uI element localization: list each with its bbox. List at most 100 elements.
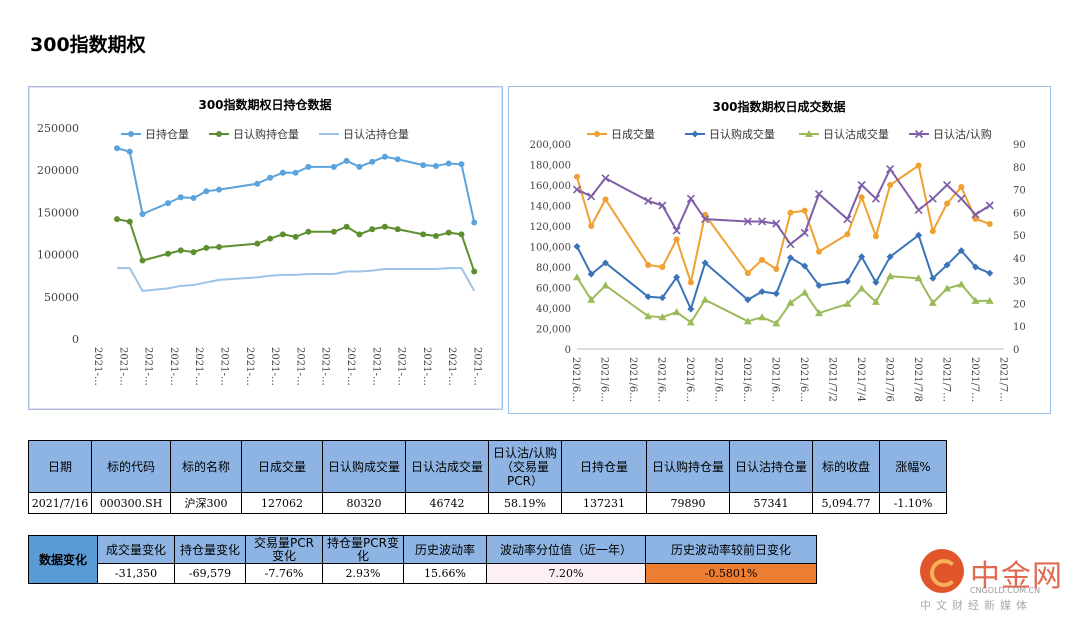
value-cell: 57341 bbox=[729, 492, 813, 514]
data-point bbox=[602, 196, 609, 203]
legend-label: 日认购持仓量 bbox=[233, 127, 299, 141]
data-point bbox=[985, 296, 994, 304]
header-cell: 历史波动率 bbox=[403, 535, 487, 564]
data-point bbox=[471, 268, 478, 275]
data-point bbox=[343, 157, 350, 164]
value-cell: 沪深300 bbox=[170, 492, 242, 514]
x-tick-label: 2021/6… bbox=[627, 357, 638, 402]
value-cell: 137231 bbox=[561, 492, 647, 514]
data-point bbox=[381, 223, 388, 230]
data-point bbox=[292, 169, 299, 176]
data-point bbox=[800, 228, 809, 237]
series-line bbox=[117, 267, 476, 292]
y-tick-label: 140,000 bbox=[530, 202, 571, 213]
data-point bbox=[858, 253, 866, 261]
data-point bbox=[957, 247, 965, 255]
data-point bbox=[601, 174, 610, 183]
data-point bbox=[743, 317, 752, 325]
data-point bbox=[381, 153, 388, 160]
header-cell: 日认沽/认购 （交易量 PCR） bbox=[488, 440, 562, 493]
x-tick-label: 2021/7… bbox=[941, 357, 952, 402]
data-point bbox=[432, 233, 439, 240]
data-point bbox=[758, 288, 766, 296]
data-point bbox=[305, 228, 312, 235]
data-point bbox=[292, 233, 299, 240]
data-point bbox=[772, 290, 780, 298]
data-point bbox=[887, 182, 894, 188]
y-tick-label: 40,000 bbox=[536, 304, 571, 315]
x-tick-label: 2021/6… bbox=[656, 357, 667, 402]
y-tick-label: 0 bbox=[565, 345, 571, 356]
data-point bbox=[394, 156, 401, 163]
y-tick-label: 100,000 bbox=[530, 243, 571, 254]
data-point bbox=[929, 274, 937, 282]
data-point bbox=[758, 313, 767, 321]
series-line bbox=[576, 233, 991, 312]
data-point bbox=[872, 278, 880, 286]
data-point bbox=[644, 196, 653, 206]
header-cell: 日认购持仓量 bbox=[646, 440, 730, 493]
data-point bbox=[814, 190, 824, 199]
header-cell: 标的名称 bbox=[170, 440, 242, 493]
x-tick-label: 2021-… bbox=[92, 347, 103, 386]
data-point bbox=[673, 236, 680, 243]
header-cell: 日认沽成交量 bbox=[405, 440, 489, 493]
data-point bbox=[744, 296, 752, 304]
y2-tick-label: 40 bbox=[1013, 254, 1026, 265]
table-row: -31,350 -69,579 -7.76% 2.93% 15.66% 7.20… bbox=[29, 563, 817, 584]
data-point bbox=[177, 247, 184, 254]
data-point bbox=[305, 163, 312, 170]
page-title: 300指数期权 bbox=[30, 34, 146, 56]
data-point bbox=[139, 211, 146, 218]
header-cell: 涨幅% bbox=[879, 440, 947, 493]
data-point bbox=[928, 194, 937, 203]
header-cell: 成交量变化 bbox=[97, 535, 175, 564]
y-tick-label: 250000 bbox=[37, 122, 79, 135]
data-point bbox=[957, 194, 966, 203]
data-point bbox=[644, 293, 652, 301]
data-point bbox=[330, 228, 337, 235]
volume-chart-panel: 300指数期权日成交数据 日成交量 日认购成交量 日认沽成交量 日认沽/认购 0 20,00… bbox=[508, 86, 1051, 414]
header-cell: 日期 bbox=[28, 440, 92, 493]
data-point bbox=[114, 145, 120, 152]
data-point bbox=[114, 216, 120, 223]
x-tick-label: 2021-… bbox=[193, 347, 204, 386]
data-point bbox=[216, 186, 223, 193]
data-point bbox=[801, 207, 808, 214]
legend-label: 日认购成交量 bbox=[709, 127, 775, 141]
value-cell: -7.76% bbox=[245, 563, 323, 584]
data-point bbox=[254, 240, 261, 247]
y-tick-label: 50000 bbox=[44, 291, 79, 304]
data-point bbox=[267, 174, 274, 181]
data-point bbox=[216, 244, 223, 251]
data-point bbox=[279, 231, 286, 238]
x-tick-label: 2021/6… bbox=[684, 357, 695, 402]
series-line bbox=[116, 218, 476, 272]
data-point bbox=[786, 298, 795, 306]
data-point bbox=[165, 250, 172, 257]
data-point bbox=[587, 270, 595, 278]
data-point bbox=[267, 235, 274, 242]
data-point bbox=[801, 262, 809, 270]
data-point bbox=[369, 226, 376, 233]
data-point bbox=[659, 264, 666, 270]
data-point bbox=[943, 261, 951, 269]
x-tick-label: 2021/7/2 bbox=[827, 357, 838, 402]
data-point bbox=[701, 215, 710, 224]
y2-tick-label: 20 bbox=[1013, 299, 1026, 310]
data-point bbox=[786, 240, 795, 249]
data-point bbox=[356, 231, 363, 238]
series-line bbox=[576, 275, 990, 325]
data-point bbox=[871, 194, 880, 203]
data-point bbox=[420, 231, 427, 238]
data-point bbox=[958, 184, 965, 191]
data-point bbox=[914, 274, 923, 282]
value-cell: -31,350 bbox=[97, 563, 175, 584]
data-point bbox=[914, 205, 923, 215]
y-tick-label: 20,000 bbox=[536, 325, 571, 336]
logo: 中金网 CNGOLD.COM.CN 中文财经新媒体 bbox=[918, 549, 1068, 612]
daily-data-table: 日期 标的代码 标的名称 日成交量 日认购成交量 日认沽成交量 日认沽/认购 （… bbox=[28, 440, 947, 514]
value-cell: 2021/7/16 bbox=[28, 492, 92, 514]
x-tick-label: 2021-… bbox=[168, 347, 179, 386]
x-tick-label: 2021-… bbox=[396, 347, 407, 386]
